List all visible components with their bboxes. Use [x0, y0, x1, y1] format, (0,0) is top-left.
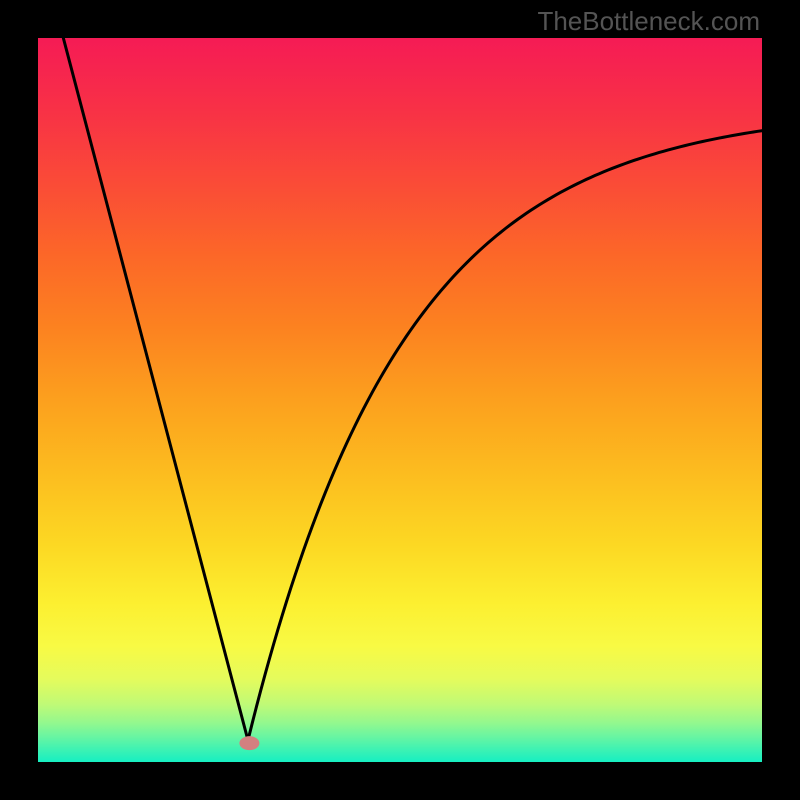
curve-right-branch — [248, 131, 762, 741]
watermark-text: TheBottleneck.com — [537, 6, 760, 37]
valley-marker — [239, 736, 259, 750]
plot-area — [38, 38, 762, 762]
curve-layer — [38, 38, 762, 762]
chart-container: TheBottleneck.com — [0, 0, 800, 800]
curve-left-branch — [63, 38, 248, 740]
